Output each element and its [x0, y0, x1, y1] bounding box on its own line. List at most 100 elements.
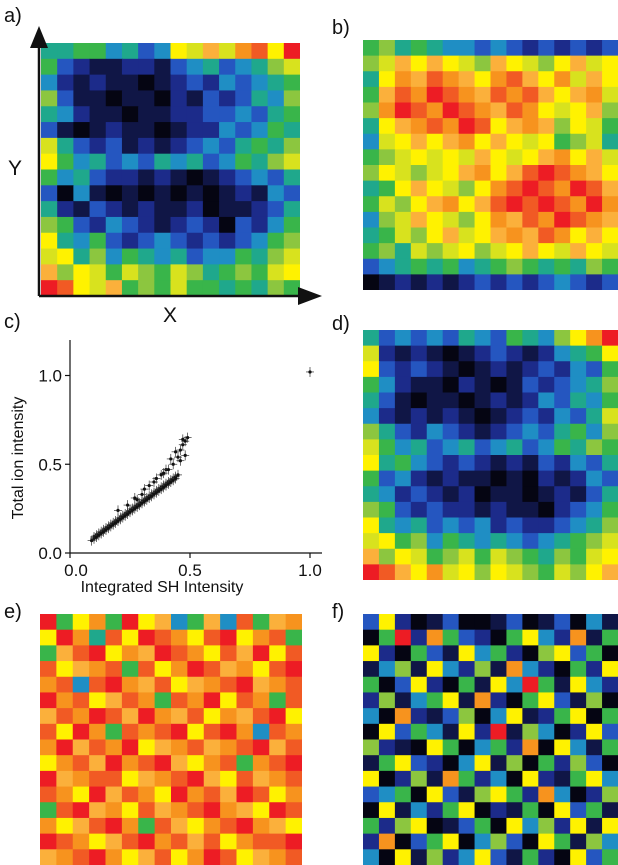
heatmap-cell	[602, 645, 618, 662]
heatmap-cell	[522, 755, 539, 772]
heatmap-cell	[170, 201, 188, 218]
heatmap-cell	[490, 392, 508, 409]
heatmap-cell	[426, 165, 444, 182]
heatmap-cell	[378, 227, 396, 244]
heatmap-cell	[40, 849, 57, 865]
heatmap-cell	[378, 786, 396, 803]
heatmap-cell	[235, 201, 253, 218]
heatmap-cell	[138, 43, 155, 60]
heatmap-cell	[283, 122, 300, 139]
heatmap-cell	[121, 248, 139, 265]
heatmap-cell	[506, 361, 523, 378]
heatmap-cell	[269, 645, 287, 662]
heatmap-cell	[138, 232, 155, 250]
heatmap-cell	[538, 118, 555, 135]
heatmap-cell	[105, 216, 123, 234]
heatmap-cell	[538, 345, 555, 362]
heatmap-cell	[490, 614, 508, 631]
heatmap-cell	[269, 629, 287, 646]
heatmap-cell	[490, 227, 508, 244]
heatmap-cell	[506, 786, 523, 803]
heatmap-cell	[394, 423, 412, 440]
heatmap-cell	[570, 486, 587, 503]
heatmap-cell	[394, 692, 412, 709]
heatmap-cell	[538, 833, 555, 850]
heatmap-cell	[378, 770, 396, 788]
heatmap-cell	[220, 692, 238, 709]
heatmap-cell	[554, 165, 571, 182]
heatmap-cell	[285, 614, 302, 631]
heatmap-cell	[410, 345, 428, 362]
heatmap-cell	[426, 755, 444, 772]
heatmap-cell	[506, 692, 523, 709]
heatmap-cell	[363, 770, 380, 788]
heatmap-cell	[73, 201, 91, 218]
heatmap-cell	[522, 86, 539, 104]
heatmap-e	[40, 614, 302, 865]
heatmap-cell	[538, 786, 555, 803]
heatmap-cell	[426, 786, 444, 803]
heatmap-cell	[170, 232, 188, 250]
heatmap-cell	[267, 90, 285, 107]
heatmap-cell	[602, 501, 618, 519]
heatmap-cell	[410, 211, 428, 229]
heatmap-cell	[138, 645, 156, 662]
heatmap-cell	[171, 770, 188, 788]
heatmap-cell	[283, 153, 300, 171]
heatmap-cell	[570, 614, 587, 631]
heatmap-cell	[187, 692, 205, 709]
heatmap-cell	[378, 614, 396, 631]
heatmap-cell	[394, 817, 412, 835]
heatmap-cell	[283, 185, 300, 202]
heatmap-cell	[269, 770, 287, 788]
heatmap-cell	[426, 723, 444, 741]
heatmap-cell	[394, 564, 412, 580]
heatmap-cell	[442, 180, 460, 197]
heatmap-cell	[442, 614, 460, 631]
heatmap-cell	[57, 74, 74, 92]
heatmap-cell	[538, 676, 555, 694]
heatmap-cell	[187, 802, 205, 819]
heatmap-cell	[570, 86, 587, 104]
heatmap-cell	[522, 345, 539, 362]
heatmap-cell	[442, 102, 460, 119]
heatmap-cell	[394, 470, 412, 487]
heatmap-cell	[426, 392, 444, 409]
heatmap-cell	[442, 533, 460, 550]
heatmap-cell	[187, 723, 205, 741]
heatmap-cell	[72, 833, 90, 850]
heatmap-cell	[490, 548, 508, 565]
heatmap-cell	[235, 264, 253, 281]
heatmap-cell	[522, 629, 539, 646]
heatmap-cell	[89, 802, 107, 819]
heatmap-cell	[105, 817, 123, 835]
heatmap-cell	[73, 216, 91, 234]
heatmap-cell	[458, 196, 476, 213]
heatmap-cell	[285, 692, 302, 709]
heatmap-cell	[586, 849, 603, 865]
heatmap-cell	[394, 376, 412, 394]
heatmap-cell	[105, 153, 123, 171]
heatmap-cell	[522, 517, 539, 534]
heatmap-cell	[285, 661, 302, 678]
heatmap-cell	[474, 770, 492, 788]
heatmap-cell	[506, 849, 523, 865]
heatmap-cell	[138, 264, 155, 281]
heatmap-cell	[554, 392, 571, 409]
heatmap-cell	[442, 802, 460, 819]
heatmap-cell	[442, 71, 460, 88]
heatmap-cell	[394, 165, 412, 182]
heatmap-cell	[219, 106, 236, 123]
heatmap-cell	[363, 548, 380, 565]
heatmap-cell	[138, 723, 156, 741]
heatmap-cell	[442, 211, 460, 229]
heatmap-cell	[410, 243, 428, 260]
heatmap-cell	[154, 248, 172, 265]
heatmap-cell	[410, 676, 428, 694]
heatmap-cell	[394, 211, 412, 229]
heatmap-cell	[394, 676, 412, 694]
heatmap-cell	[170, 153, 188, 171]
heatmap-cell	[105, 137, 123, 155]
heatmap-cell	[538, 661, 555, 678]
heatmap-cell	[426, 133, 444, 150]
